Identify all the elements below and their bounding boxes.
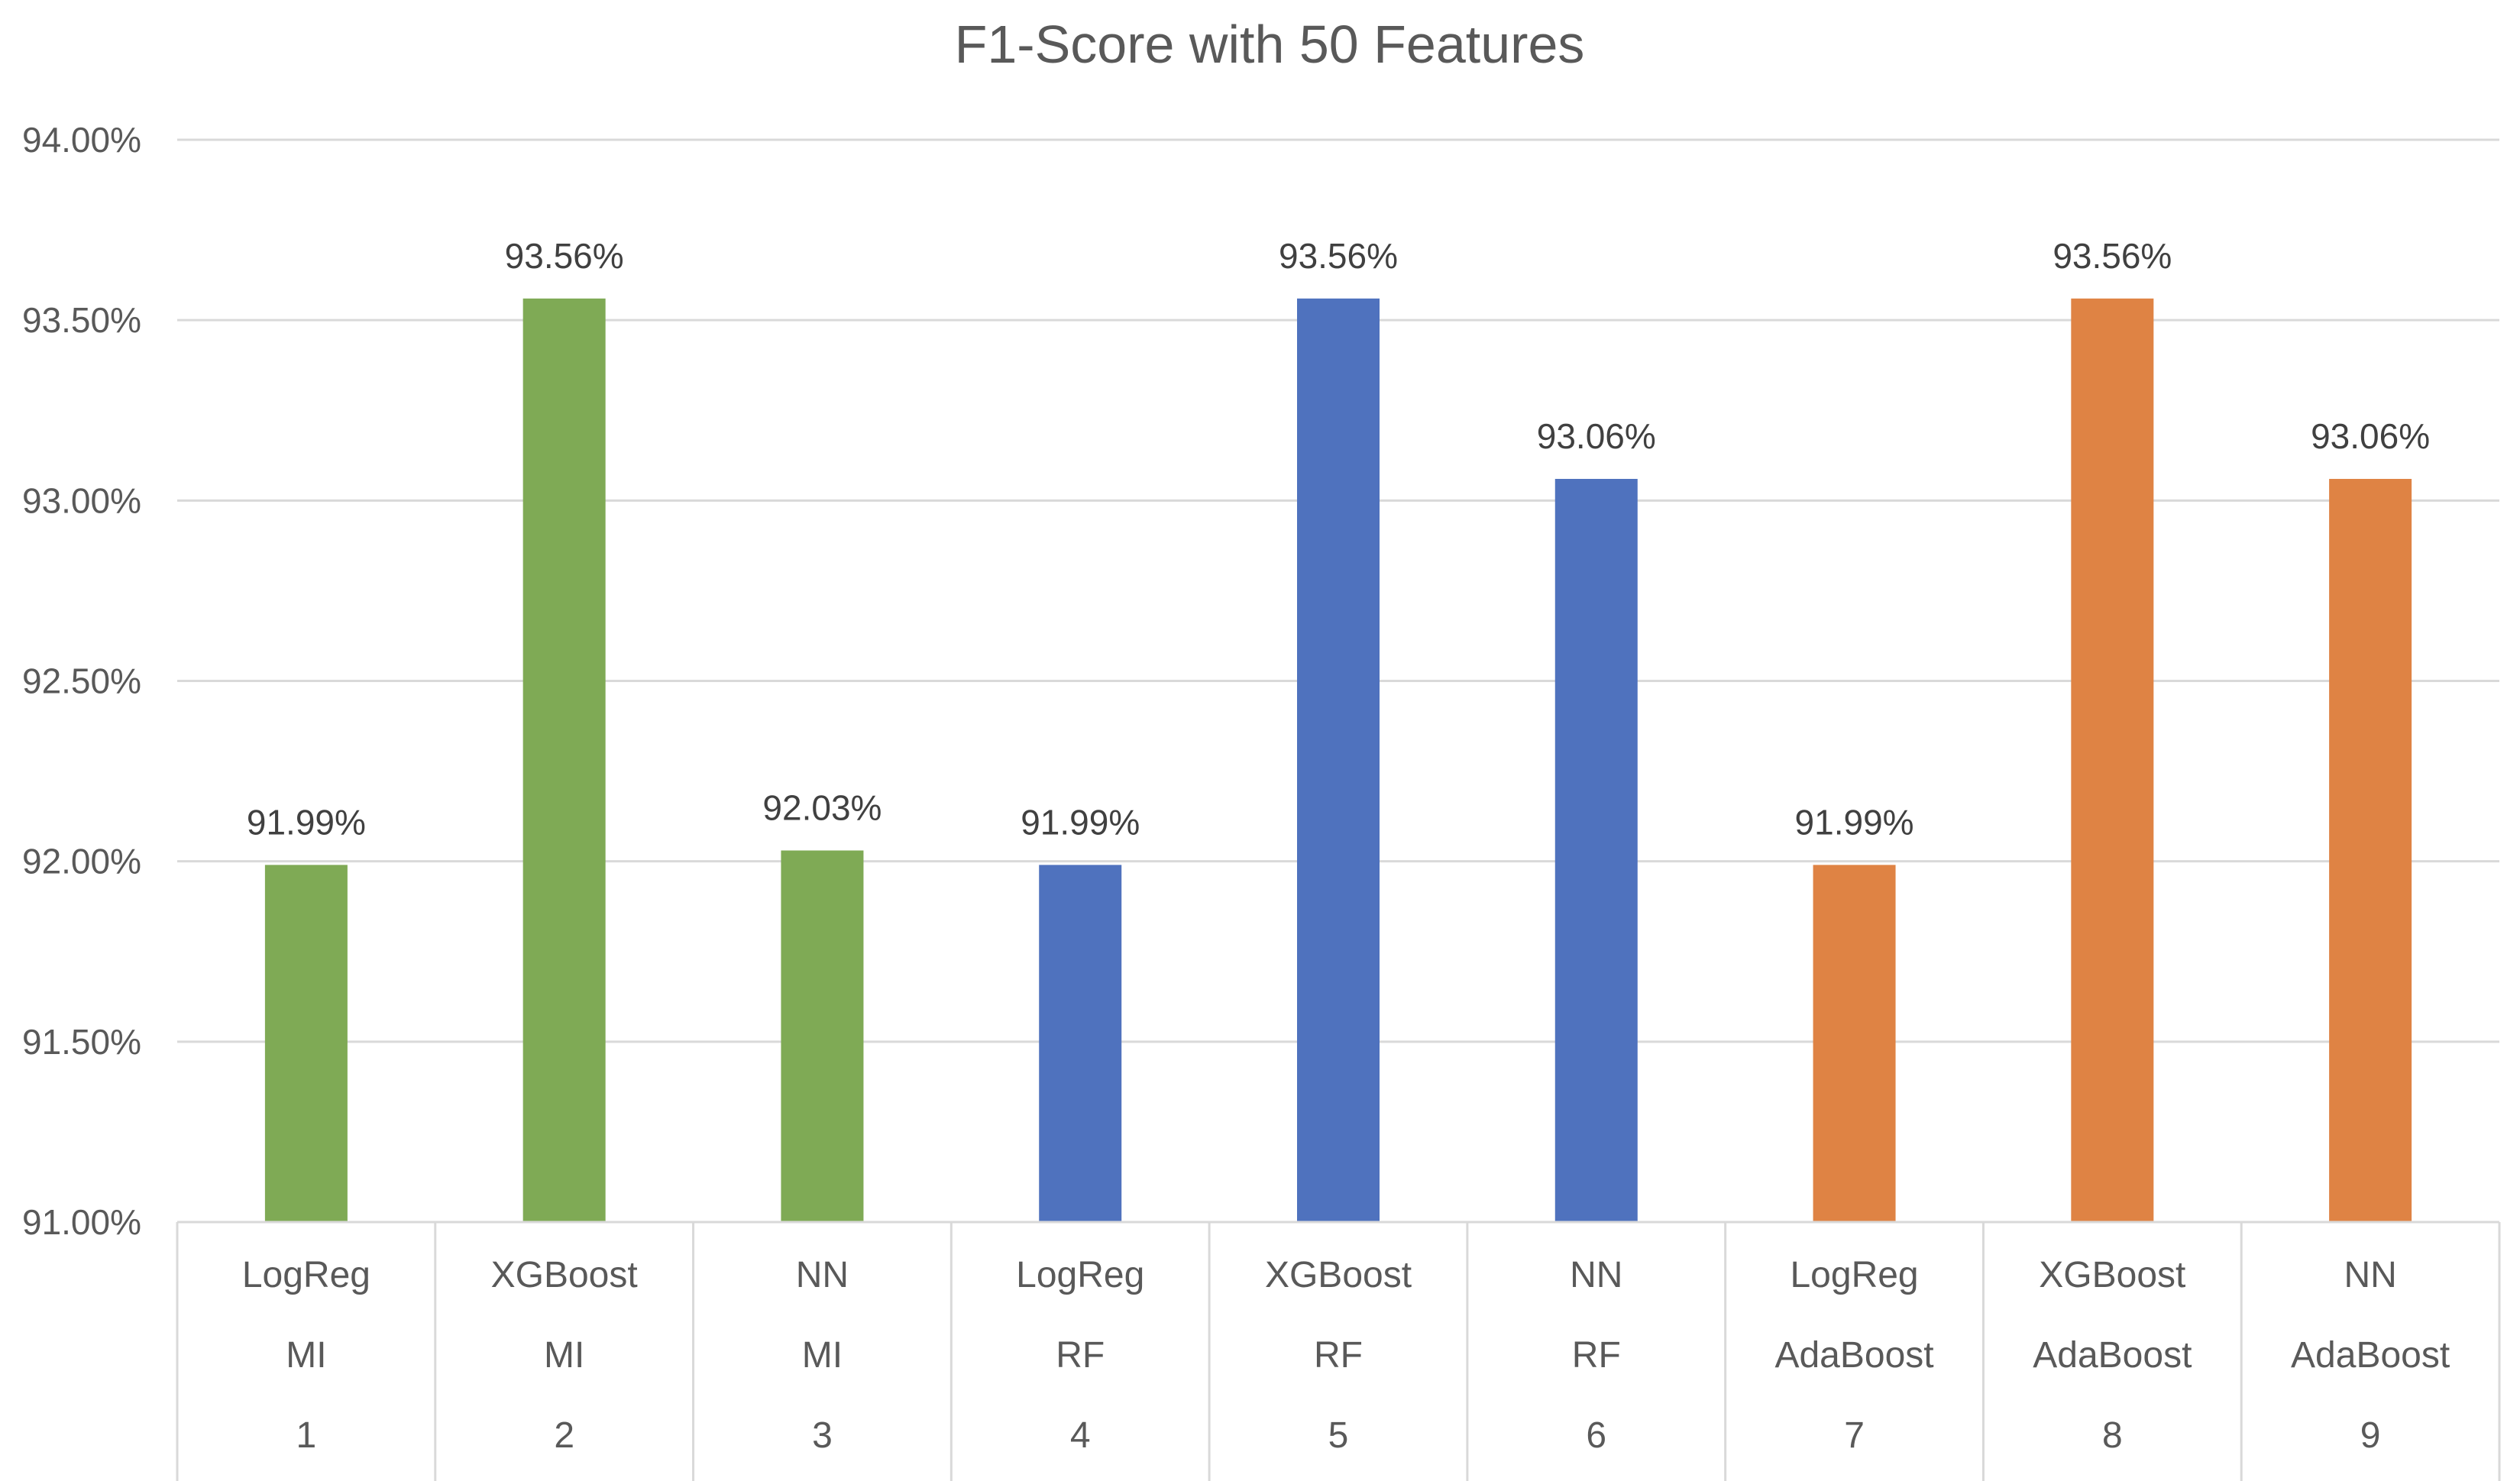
y-tick-label: 93.00% — [22, 480, 141, 520]
data-label: 93.56% — [2053, 236, 2172, 276]
y-tick-label: 92.50% — [22, 661, 141, 701]
x-tick-label-index: 2 — [554, 1415, 574, 1456]
bar — [2071, 298, 2154, 1222]
y-tick-label: 93.50% — [22, 300, 141, 340]
data-label: 93.06% — [1537, 416, 1656, 456]
x-tick-label-index: 9 — [2360, 1415, 2381, 1456]
x-tick-label-index: 1 — [296, 1415, 317, 1456]
x-tick-label-index: 4 — [1070, 1415, 1091, 1456]
x-tick-label-model: NN — [2344, 1255, 2396, 1295]
data-label: 92.03% — [762, 787, 882, 827]
y-tick-label: 92.00% — [22, 842, 141, 881]
y-tick-label: 94.00% — [22, 120, 141, 160]
x-tick-label-selector: RF — [1572, 1335, 1621, 1376]
x-tick-label-selector: AdaBoost — [1774, 1335, 1933, 1376]
x-tick-label-model: NN — [796, 1255, 849, 1295]
bar — [1554, 478, 1638, 1222]
x-tick-label-selector: MI — [802, 1335, 843, 1376]
x-tick-label-index: 7 — [1844, 1415, 1865, 1456]
bar — [781, 850, 864, 1222]
bar — [1813, 865, 1896, 1222]
x-tick-label-selector: MI — [544, 1335, 584, 1376]
x-tick-label-model: XGBoost — [1265, 1255, 1412, 1295]
x-tick-label-index: 8 — [2102, 1415, 2123, 1456]
bar — [1297, 298, 1380, 1222]
data-label: 93.56% — [505, 236, 624, 276]
data-label: 91.99% — [1795, 802, 1914, 842]
x-tick-label-model: LogReg — [1016, 1255, 1144, 1295]
y-axis-tick-labels: 91.00% 91.50% 92.00% 92.50% 93.00% 93.50% 94.0… — [22, 120, 141, 1242]
x-tick-label-index: 6 — [1586, 1415, 1606, 1456]
x-tick-label-model: NN — [1570, 1255, 1622, 1295]
y-tick-label: 91.50% — [22, 1022, 141, 1062]
x-tick-label-model: LogReg — [242, 1255, 370, 1295]
x-axis: LogReg MI 1 XGBoost MI 2 NN MI 3 LogReg RF 4 XGBoost… — [176, 1221, 2501, 1481]
y-tick-label: 91.00% — [22, 1202, 141, 1242]
bar — [264, 865, 348, 1222]
data-label: 91.99% — [1021, 802, 1140, 842]
bars — [264, 298, 2412, 1222]
chart-title: F1-Score with 50 Features — [955, 15, 1585, 74]
x-tick-label-model: XGBoost — [2039, 1255, 2185, 1295]
x-tick-label-selector: MI — [286, 1335, 326, 1376]
x-tick-label-model: LogReg — [1790, 1255, 1918, 1295]
data-labels: 91.99% 93.56% 92.03% 91.99% 93.56% 93.06% 91.9… — [247, 236, 2430, 842]
x-tick-label-selector: AdaBoost — [2033, 1335, 2192, 1376]
x-tick-label-selector: RF — [1314, 1335, 1363, 1376]
data-label: 93.56% — [1279, 236, 1398, 276]
bar — [522, 298, 606, 1222]
bar — [1039, 865, 1122, 1222]
x-tick-label-selector: AdaBoost — [2291, 1335, 2450, 1376]
x-tick-label-model: XGBoost — [491, 1255, 638, 1295]
x-tick-label-index: 5 — [1328, 1415, 1349, 1456]
data-label: 91.99% — [247, 802, 366, 842]
x-tick-label-index: 3 — [812, 1415, 833, 1456]
data-label: 93.06% — [2311, 416, 2430, 456]
bar — [2329, 478, 2412, 1222]
x-tick-label-selector: RF — [1056, 1335, 1105, 1376]
